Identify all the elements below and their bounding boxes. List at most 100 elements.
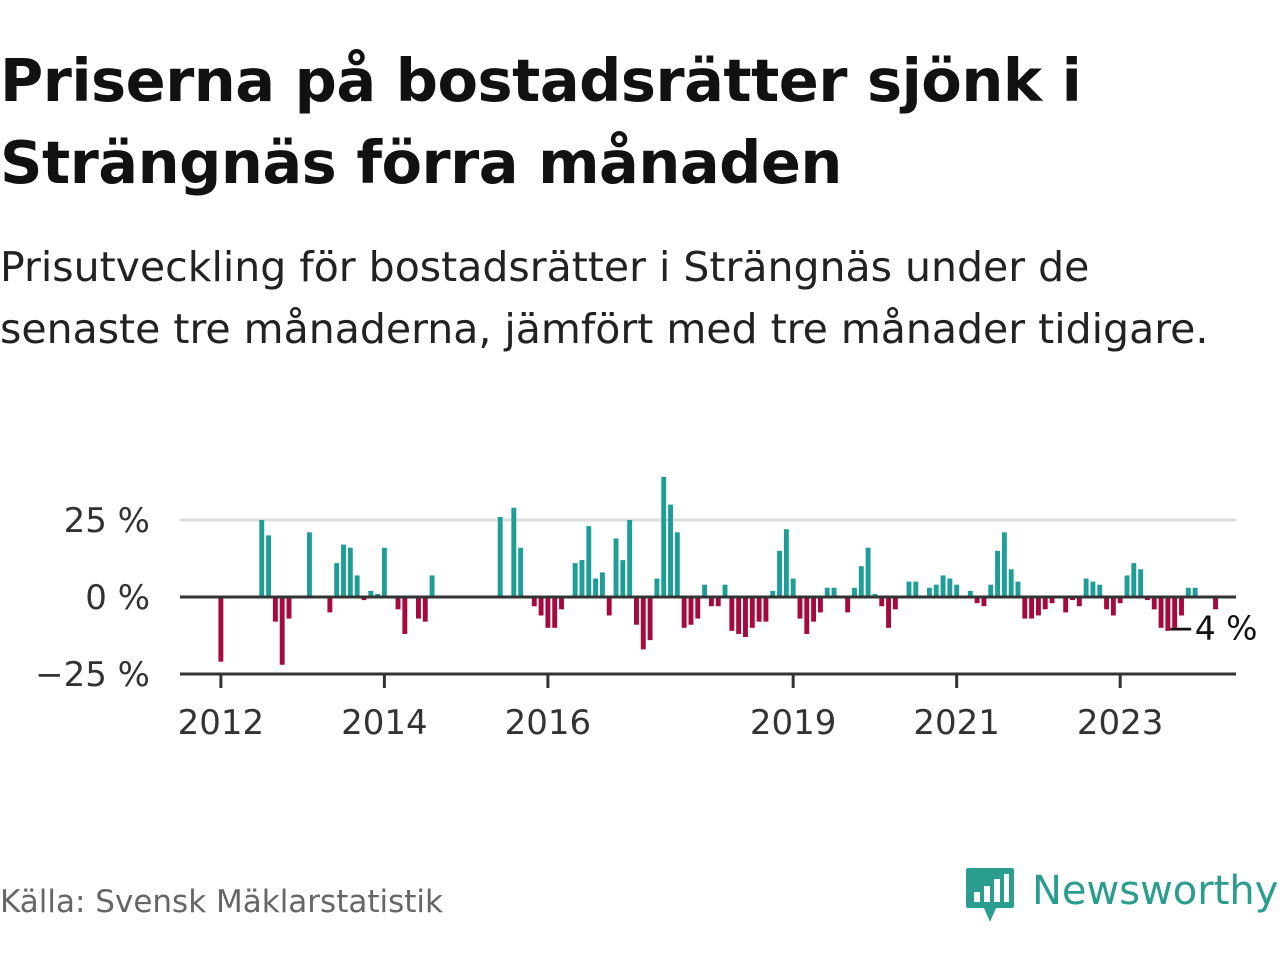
bar bbox=[654, 578, 660, 597]
x-tick-label: 2012 bbox=[178, 703, 265, 743]
bar bbox=[266, 535, 272, 597]
bar bbox=[545, 597, 551, 628]
bar bbox=[1151, 597, 1157, 610]
bar bbox=[218, 597, 224, 662]
bar bbox=[1049, 597, 1055, 604]
bar bbox=[1185, 587, 1191, 597]
bar bbox=[845, 597, 851, 613]
y-tick-label: 25 % bbox=[64, 501, 150, 541]
bar bbox=[347, 547, 353, 597]
bar bbox=[804, 597, 810, 634]
bar bbox=[967, 590, 973, 597]
bar bbox=[259, 520, 265, 597]
bar bbox=[1124, 575, 1130, 597]
bar bbox=[681, 597, 687, 628]
bar bbox=[327, 597, 333, 613]
bar bbox=[722, 584, 728, 597]
bar bbox=[940, 575, 946, 597]
bar bbox=[1076, 597, 1082, 607]
bar bbox=[1090, 581, 1096, 597]
bar bbox=[572, 563, 578, 597]
bar bbox=[1029, 597, 1035, 619]
bar bbox=[1015, 581, 1021, 597]
bar bbox=[715, 597, 721, 607]
last-value-label: −4 % bbox=[1167, 608, 1258, 647]
bar bbox=[852, 587, 857, 597]
bar bbox=[763, 597, 769, 622]
bar bbox=[817, 597, 823, 613]
x-tick-label: 2021 bbox=[913, 703, 1000, 743]
bar bbox=[695, 597, 701, 619]
bar bbox=[811, 597, 817, 622]
bar bbox=[552, 597, 558, 628]
bar bbox=[422, 597, 428, 622]
bar bbox=[354, 575, 360, 597]
bar bbox=[606, 597, 612, 616]
bar bbox=[559, 597, 564, 610]
bar bbox=[892, 597, 898, 610]
bar bbox=[1008, 569, 1014, 597]
bar bbox=[749, 597, 755, 628]
bar bbox=[586, 526, 592, 597]
bar bbox=[518, 547, 524, 597]
bar bbox=[1104, 597, 1110, 610]
bar bbox=[272, 597, 278, 622]
bar bbox=[743, 597, 748, 638]
bar bbox=[886, 597, 891, 628]
bar bbox=[783, 529, 789, 597]
bar bbox=[627, 520, 633, 597]
bar bbox=[1097, 584, 1103, 597]
bar bbox=[913, 581, 919, 597]
bar bbox=[708, 597, 714, 607]
source-note: Källa: Svensk Mäklarstatistik bbox=[0, 884, 443, 920]
bar bbox=[1165, 597, 1171, 631]
bar bbox=[668, 504, 673, 597]
bar bbox=[640, 597, 646, 650]
bar bbox=[1158, 597, 1164, 628]
bar bbox=[988, 584, 994, 597]
bar bbox=[1144, 597, 1150, 601]
bar bbox=[395, 597, 401, 610]
bar bbox=[981, 597, 987, 607]
bar bbox=[1138, 569, 1144, 597]
bar bbox=[429, 575, 435, 597]
bar bbox=[933, 584, 939, 597]
bar bbox=[674, 532, 680, 597]
bar bbox=[947, 578, 953, 597]
bar bbox=[531, 597, 537, 607]
bar bbox=[661, 476, 667, 597]
bar bbox=[879, 597, 885, 607]
bar-chart-speech-bubble-icon bbox=[966, 868, 1014, 922]
bar bbox=[1001, 532, 1007, 597]
bar bbox=[1110, 597, 1116, 616]
bar bbox=[634, 597, 639, 625]
chart-subtitle: Prisutveckling för bostadsrätter i Strän… bbox=[0, 243, 1209, 353]
bar bbox=[613, 538, 619, 597]
bar bbox=[954, 584, 960, 597]
bar bbox=[729, 597, 735, 631]
bar bbox=[599, 572, 605, 597]
bar bbox=[926, 587, 932, 597]
bar bbox=[872, 593, 878, 597]
x-tick-label: 2023 bbox=[1077, 703, 1164, 743]
bar bbox=[1035, 597, 1041, 616]
bar bbox=[995, 550, 1001, 597]
bar bbox=[777, 550, 782, 597]
bar-chart: 25 % 0 % −25 % 2012 2014 2016 2019 2021 2023 −4 % bbox=[35, 476, 1258, 743]
bar bbox=[279, 597, 285, 665]
bar bbox=[736, 597, 742, 634]
x-tick-label: 2014 bbox=[341, 703, 428, 743]
bar bbox=[1192, 587, 1198, 597]
bar bbox=[1083, 578, 1089, 597]
bar bbox=[1179, 597, 1184, 616]
labels: 25 % 0 % −25 % 2012 2014 2016 2019 2021 2023 −4 % bbox=[35, 501, 1257, 743]
bar bbox=[306, 532, 312, 597]
bar bbox=[824, 587, 830, 597]
bar bbox=[1172, 597, 1178, 628]
bars bbox=[218, 476, 1219, 665]
bar bbox=[797, 597, 803, 619]
bar bbox=[1131, 563, 1137, 597]
bar bbox=[974, 597, 980, 604]
y-tick-label: 0 % bbox=[85, 578, 150, 618]
bar bbox=[620, 560, 626, 597]
